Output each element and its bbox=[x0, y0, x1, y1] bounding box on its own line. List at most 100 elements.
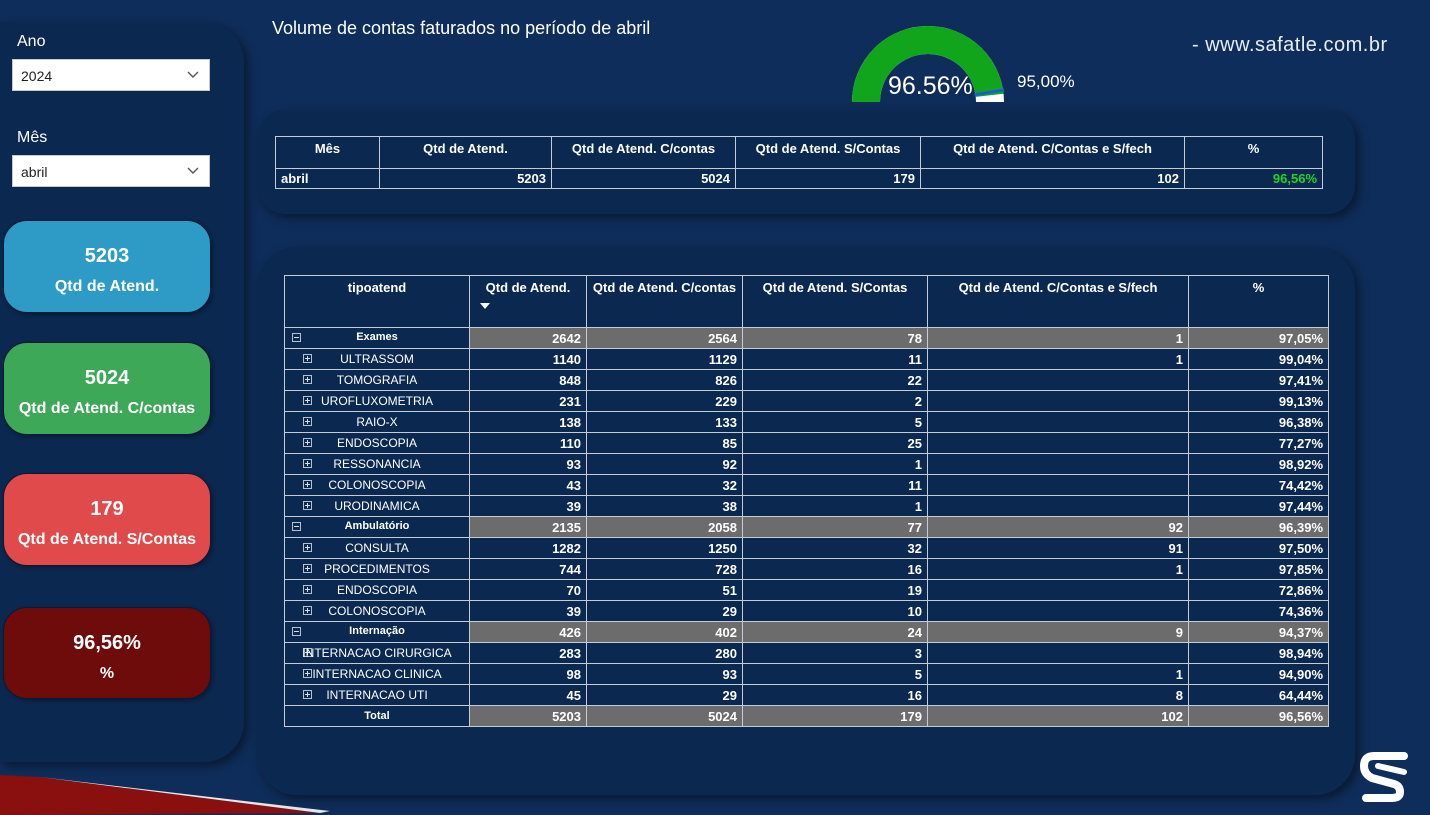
table-row[interactable]: URODINAMICA 39 38 1 97,44% bbox=[284, 495, 1329, 517]
kpi-card-qtd-sem-contas[interactable]: 179 Qtd de Atend. S/Contas bbox=[3, 473, 211, 566]
col-header-qtd-atend[interactable]: Qtd de Atend. bbox=[469, 275, 587, 328]
group-row[interactable]: Exames 2642 2564 78 1 97,05% bbox=[284, 327, 1329, 349]
table-row[interactable]: abril 5203 5024 179 102 96,56% bbox=[275, 168, 1323, 189]
cell-qtd-sem-contas: 1 bbox=[742, 453, 928, 475]
col-header-qtd-com-contas[interactable]: Qtd de Atend. C/contas bbox=[551, 136, 736, 169]
minus-square-icon[interactable] bbox=[292, 333, 301, 342]
cell-percent: 64,44% bbox=[1188, 684, 1329, 706]
cell-qtd-sem-contas: 19 bbox=[742, 579, 928, 601]
col-header-tipoatend[interactable]: tipoatend bbox=[284, 275, 470, 328]
kpi-card-qtd-atend[interactable]: 5203 Qtd de Atend. bbox=[3, 220, 211, 313]
col-header-percent[interactable]: % bbox=[1188, 275, 1329, 328]
table-row[interactable]: RAIO-X 138 133 5 96,38% bbox=[284, 411, 1329, 433]
cell-qtd-com-contas: 85 bbox=[586, 432, 743, 454]
cell-qtd-com-contas: 1129 bbox=[586, 348, 743, 370]
minus-square-icon[interactable] bbox=[292, 627, 301, 636]
table-row[interactable]: ULTRASSOM 1140 1129 11 1 99,04% bbox=[284, 348, 1329, 370]
cell-qtd-com-contas: 29 bbox=[586, 684, 743, 706]
plus-square-icon[interactable] bbox=[303, 648, 312, 657]
row-label: ULTRASSOM bbox=[340, 352, 414, 366]
col-header-qtd-com-contas-sem-fech[interactable]: Qtd de Atend. C/Contas e S/fech bbox=[927, 275, 1189, 328]
group-row[interactable]: Ambulatório 2135 2058 77 92 96,39% bbox=[284, 516, 1329, 538]
table-row[interactable]: RESSONANCIA 93 92 1 98,92% bbox=[284, 453, 1329, 475]
detail-table-body: Exames 2642 2564 78 1 97,05% ULTRASSOM 1140 1129… bbox=[284, 327, 1329, 727]
plus-square-icon[interactable] bbox=[303, 354, 312, 363]
cell-qtd-com-contas: 32 bbox=[586, 474, 743, 496]
table-row[interactable]: COLONOSCOPIA 43 32 11 74,42% bbox=[284, 474, 1329, 496]
plus-square-icon[interactable] bbox=[303, 480, 312, 489]
cell-qtd-com-contas: 229 bbox=[586, 390, 743, 412]
plus-square-icon[interactable] bbox=[303, 396, 312, 405]
cell-tipoatend: RESSONANCIA bbox=[284, 453, 470, 475]
group-row[interactable]: Internação 426 402 24 9 94,37% bbox=[284, 621, 1329, 643]
cell-percent: 94,90% bbox=[1188, 663, 1329, 685]
plus-square-icon[interactable] bbox=[303, 501, 312, 510]
cell-qtd-atend: 1282 bbox=[469, 537, 587, 559]
col-header-qtd-com-contas-sem-fech[interactable]: Qtd de Atend. C/Contas e S/fech bbox=[920, 136, 1185, 169]
detail-matrix-table: tipoatend Qtd de Atend. Qtd de Atend. C/… bbox=[284, 275, 1329, 727]
cell-tipoatend: Internação bbox=[284, 621, 470, 643]
kpi-card-percent[interactable]: 96,56% % bbox=[3, 607, 211, 699]
cell-tipoatend: Exames bbox=[284, 327, 470, 349]
table-row[interactable]: UROFLUXOMETRIA 231 229 2 99,13% bbox=[284, 390, 1329, 412]
cell-mes: abril bbox=[275, 168, 380, 189]
cell-qtd-sem-contas: 25 bbox=[742, 432, 928, 454]
col-header-percent[interactable]: % bbox=[1184, 136, 1323, 169]
cell-tipoatend: TOMOGRAFIA bbox=[284, 369, 470, 391]
summary-header-row: Mês Qtd de Atend. Qtd de Atend. C/contas… bbox=[275, 136, 1323, 169]
kpi-card-qtd-com-contas[interactable]: 5024 Qtd de Atend. C/contas bbox=[3, 342, 211, 435]
table-row[interactable]: TOMOGRAFIA 848 826 22 97,41% bbox=[284, 369, 1329, 391]
minus-square-icon[interactable] bbox=[292, 522, 301, 531]
cell-percent: 74,36% bbox=[1188, 600, 1329, 622]
cell-qtd-sem-contas: 11 bbox=[742, 474, 928, 496]
cell-qtd-atend: 1140 bbox=[469, 348, 587, 370]
gauge-chart[interactable] bbox=[838, 14, 1018, 106]
cell-qtd-com-contas-sem-fech bbox=[927, 369, 1189, 391]
plus-square-icon[interactable] bbox=[303, 543, 312, 552]
col-header-qtd-sem-contas[interactable]: Qtd de Atend. S/Contas bbox=[735, 136, 921, 169]
plus-square-icon[interactable] bbox=[303, 585, 312, 594]
cell-tipoatend: RAIO-X bbox=[284, 411, 470, 433]
table-row[interactable]: ENDOSCOPIA 70 51 19 72,86% bbox=[284, 579, 1329, 601]
cell-tipoatend: Ambulatório bbox=[284, 516, 470, 538]
row-label: UROFLUXOMETRIA bbox=[320, 394, 433, 408]
cell-percent: 74,42% bbox=[1188, 474, 1329, 496]
cell-qtd-com-contas-sem-fech: 1 bbox=[927, 558, 1189, 580]
cell-percent: 97,85% bbox=[1188, 558, 1329, 580]
plus-square-icon[interactable] bbox=[303, 438, 312, 447]
col-header-qtd-sem-contas[interactable]: Qtd de Atend. S/Contas bbox=[742, 275, 928, 328]
ano-slicer[interactable]: 2024 bbox=[12, 59, 210, 91]
table-row[interactable]: ENDOSCOPIA 110 85 25 77,27% bbox=[284, 432, 1329, 454]
cell-qtd-sem-contas: 16 bbox=[742, 684, 928, 706]
col-header-qtd-com-contas[interactable]: Qtd de Atend. C/contas bbox=[586, 275, 743, 328]
col-header-qtd-atend[interactable]: Qtd de Atend. bbox=[379, 136, 552, 169]
sort-desc-icon[interactable] bbox=[480, 303, 490, 309]
cell-qtd-com-contas-sem-fech: 102 bbox=[927, 705, 1189, 727]
row-label: COLONOSCOPIA bbox=[328, 478, 426, 492]
plus-square-icon[interactable] bbox=[303, 375, 312, 384]
plus-square-icon[interactable] bbox=[303, 417, 312, 426]
table-row[interactable]: INTERNACAO UTI 45 29 16 8 64,44% bbox=[284, 684, 1329, 706]
cell-qtd-atend: 2135 bbox=[469, 516, 587, 538]
row-label: ENDOSCOPIA bbox=[336, 436, 417, 450]
kpi-value: 96,56% bbox=[73, 632, 141, 654]
table-row[interactable]: COLONOSCOPIA 39 29 10 74,36% bbox=[284, 600, 1329, 622]
table-row[interactable]: PROCEDIMENTOS 744 728 16 1 97,85% bbox=[284, 558, 1329, 580]
cell-tipoatend: URODINAMICA bbox=[284, 495, 470, 517]
mes-slicer[interactable]: abril bbox=[12, 155, 210, 187]
table-row[interactable]: INTERNACAO CLINICA 98 93 5 1 94,90% bbox=[284, 663, 1329, 685]
plus-square-icon[interactable] bbox=[303, 669, 312, 678]
cell-qtd-com-contas-sem-fech bbox=[927, 453, 1189, 475]
plus-square-icon[interactable] bbox=[303, 459, 312, 468]
plus-square-icon[interactable] bbox=[303, 606, 312, 615]
cell-qtd-atend: 93 bbox=[469, 453, 587, 475]
table-row[interactable]: INTERNACAO CIRURGICA 283 280 3 98,94% bbox=[284, 642, 1329, 664]
cell-qtd-com-contas: 2058 bbox=[586, 516, 743, 538]
cell-qtd-atend: 138 bbox=[469, 411, 587, 433]
table-row[interactable]: CONSULTA 1282 1250 32 91 97,50% bbox=[284, 537, 1329, 559]
summary-table: Mês Qtd de Atend. Qtd de Atend. C/contas… bbox=[275, 136, 1323, 189]
plus-square-icon[interactable] bbox=[303, 690, 312, 699]
plus-square-icon[interactable] bbox=[303, 564, 312, 573]
website-link[interactable]: - www.safatle.com.br bbox=[1192, 34, 1388, 56]
col-header-mes[interactable]: Mês bbox=[275, 136, 380, 169]
